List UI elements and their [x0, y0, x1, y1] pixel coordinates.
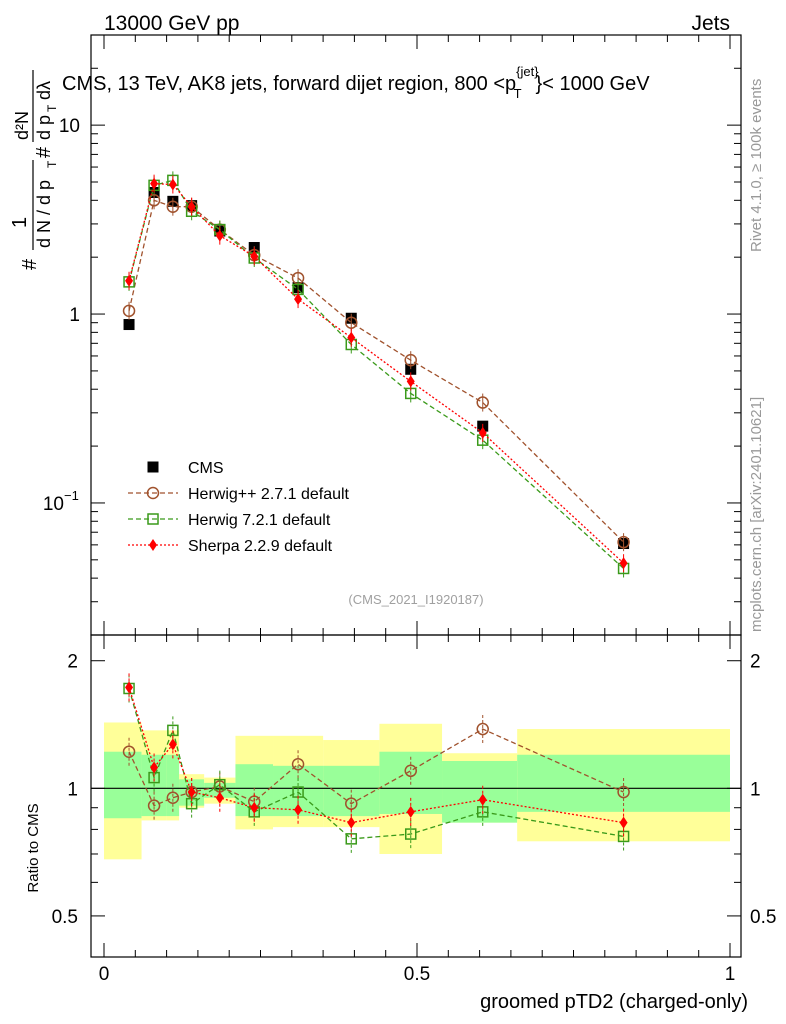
y-tick-label-ratio-right: 2	[750, 652, 761, 673]
rivet-version: Rivet 4.1.0, ≥ 100k events	[748, 79, 765, 252]
legend-label-0: CMS	[188, 460, 224, 477]
y-tick-label-main: 10	[43, 494, 64, 515]
header-right: Jets	[691, 12, 730, 35]
ylabel-den-sub: T	[45, 104, 59, 112]
x-tick-label: 0.5	[404, 964, 430, 985]
ratio-point-2-10	[619, 816, 628, 829]
legend-marker-2	[147, 513, 159, 525]
ylabel-dN: d N / d p	[34, 180, 54, 248]
ratio-frame	[90, 634, 742, 958]
point-3-9	[478, 426, 487, 439]
title-end: }< 1000 GeV	[536, 73, 651, 95]
ylabel-hash2: #	[33, 146, 55, 158]
ratio-point-2-8	[406, 805, 415, 818]
ratio-point-0-2	[166, 791, 180, 805]
point-0-8	[405, 363, 417, 375]
ylabel-one: 1	[9, 217, 31, 228]
ratio-point-2-7	[347, 816, 356, 829]
ylabel-den: d p	[34, 115, 54, 140]
legend: CMS Herwig++ 2.7.1 default Herwig 7.2.1 de…	[128, 460, 350, 555]
ratio-point-0-8	[404, 764, 417, 778]
point-3-0	[125, 274, 134, 287]
point-1-1	[147, 194, 161, 207]
ylabel-num: d²N	[12, 111, 32, 140]
title-main: CMS, 13 TeV, AK8 jets, forward dijet reg…	[62, 73, 516, 95]
y-tick-label-ratio: 0.5	[52, 907, 78, 928]
ratio-point-0-10	[617, 785, 630, 799]
point-1-8	[404, 353, 417, 367]
ratio-point-0-0	[122, 745, 136, 758]
ratio-point-2-2	[168, 738, 177, 751]
point-3-10	[619, 557, 628, 570]
point-1-0	[122, 304, 136, 318]
ylabel-hash1: #	[19, 258, 41, 270]
ratio-series	[122, 673, 630, 853]
x-axis-label: groomed pTD2 (charged-only)	[480, 991, 748, 1013]
plot-title: CMS, 13 TeV, AK8 jets, forward dijet reg…	[62, 64, 650, 101]
y-tick-label-main: 10	[59, 116, 80, 137]
point-3-2	[168, 178, 177, 191]
x-tick-label: 1	[725, 964, 736, 985]
x-tick-label: 0	[99, 964, 110, 985]
y-tick-label-ratio-right: 1	[750, 779, 761, 800]
y-tick-label-exp: −1	[64, 488, 79, 503]
point-3-5	[250, 250, 259, 263]
ylabel-dl: dλ	[34, 81, 54, 100]
ratio-point-2-3	[187, 786, 196, 799]
point-3-4	[215, 229, 224, 242]
series-line-3	[128, 182, 625, 564]
legend-marker-3	[149, 539, 157, 551]
title-sup: {jet}	[516, 64, 539, 79]
ratio-point-2-6	[294, 803, 303, 816]
ratio-point-2-9	[478, 793, 487, 806]
analysis-watermark: (CMS_2021_I1920187)	[348, 592, 483, 607]
y-tick-label-ratio: 1	[67, 779, 78, 800]
point-1-7	[345, 316, 358, 329]
ratio-point-2-4	[215, 791, 224, 804]
ratio-ylabel: Ratio to CMS	[25, 803, 42, 892]
legend-marker-0	[147, 461, 159, 473]
ratio-point-0-6	[291, 757, 305, 771]
stat-band-0	[104, 751, 142, 819]
ratio-point-2-0	[125, 681, 134, 694]
point-1-10	[617, 535, 630, 549]
main-ylabel: # 1 d N / d p T # d²N d p T dλ	[9, 70, 59, 270]
point-3-1	[150, 177, 159, 190]
ratio-point-1-8	[404, 828, 417, 840]
header-left: 13000 GeV pp	[104, 12, 239, 35]
legend-label-3: Sherpa 2.2.9 default	[188, 538, 333, 555]
y-tick-label-main: 1	[69, 305, 80, 326]
ratio-point-0-1	[147, 799, 161, 812]
ratio-point-0-9	[476, 722, 489, 736]
ylabel-dN-sub: T	[45, 160, 59, 168]
series-line-2	[128, 179, 625, 569]
title-sub: T	[514, 86, 522, 101]
point-0-0	[123, 319, 135, 331]
plot-frames	[90, 34, 742, 958]
point-3-7	[347, 331, 356, 344]
mcplots-credit: mcplots.cern.ch [arXiv:2401.10621]	[748, 397, 765, 632]
legend-label-2: Herwig 7.2.1 default	[188, 512, 331, 529]
legend-marker-1	[146, 486, 160, 500]
point-3-3	[187, 200, 196, 213]
point-3-8	[406, 375, 415, 388]
y-tick-label-ratio-right: 0.5	[750, 907, 776, 928]
point-1-2	[166, 200, 180, 213]
data-series	[122, 171, 630, 578]
ratio-point-2-5	[250, 801, 259, 814]
point-3-6	[294, 293, 303, 306]
ratio-point-2-1	[150, 761, 159, 774]
ratio-line-0	[128, 728, 624, 807]
y-tick-label-ratio: 2	[67, 652, 78, 673]
legend-label-1: Herwig++ 2.7.1 default	[188, 486, 350, 503]
point-1-9	[476, 396, 489, 409]
series-line-1	[128, 199, 625, 543]
